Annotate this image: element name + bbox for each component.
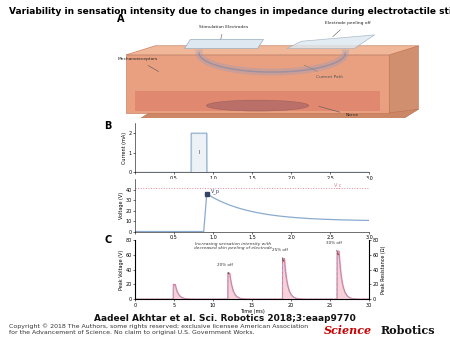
Text: A: A: [117, 14, 125, 24]
Text: 25% off: 25% off: [271, 248, 288, 261]
Text: Stimulation Electrodes: Stimulation Electrodes: [199, 25, 248, 41]
Y-axis label: Current (mA): Current (mA): [122, 132, 127, 164]
Text: V_p: V_p: [211, 188, 220, 194]
Text: V_c: V_c: [334, 182, 342, 188]
Text: B: B: [104, 121, 112, 131]
Polygon shape: [126, 46, 418, 55]
Text: Electrode peeling off: Electrode peeling off: [325, 21, 371, 37]
Text: C: C: [104, 235, 112, 245]
Text: Robotics: Robotics: [380, 325, 435, 336]
Ellipse shape: [207, 100, 309, 111]
Text: Current Path: Current Path: [304, 65, 343, 79]
X-axis label: Time (ms): Time (ms): [239, 309, 265, 314]
Text: Variability in sensation intensity due to changes in impedance during electrotac: Variability in sensation intensity due t…: [9, 7, 450, 17]
Polygon shape: [126, 55, 389, 113]
Polygon shape: [135, 91, 380, 111]
Text: I: I: [198, 150, 200, 155]
Polygon shape: [140, 109, 418, 118]
Y-axis label: Peak Resistance (Ω): Peak Resistance (Ω): [382, 245, 387, 294]
X-axis label: Time (ms): Time (ms): [239, 241, 265, 246]
Text: Mechanoreceptors: Mechanoreceptors: [117, 57, 159, 72]
Text: 20% off: 20% off: [217, 263, 233, 274]
Polygon shape: [389, 46, 418, 113]
X-axis label: Time (ms): Time (ms): [239, 182, 265, 187]
Text: Increasing sensation intensity with
decreased skin peeling of electrode: Increasing sensation intensity with decr…: [194, 242, 272, 250]
Text: Copyright © 2018 The Authors, some rights reserved; exclusive licensee American : Copyright © 2018 The Authors, some right…: [9, 324, 308, 335]
Text: Nerve: Nerve: [319, 106, 359, 118]
Text: Aadeel Akhtar et al. Sci. Robotics 2018;3:eaap9770: Aadeel Akhtar et al. Sci. Robotics 2018;…: [94, 314, 356, 323]
Text: Science: Science: [324, 325, 372, 336]
Text: 30% off: 30% off: [326, 241, 342, 255]
Polygon shape: [287, 35, 374, 48]
Y-axis label: Voltage (V): Voltage (V): [119, 192, 124, 219]
Polygon shape: [184, 40, 264, 48]
Y-axis label: Peak Voltage (V): Peak Voltage (V): [119, 249, 124, 290]
